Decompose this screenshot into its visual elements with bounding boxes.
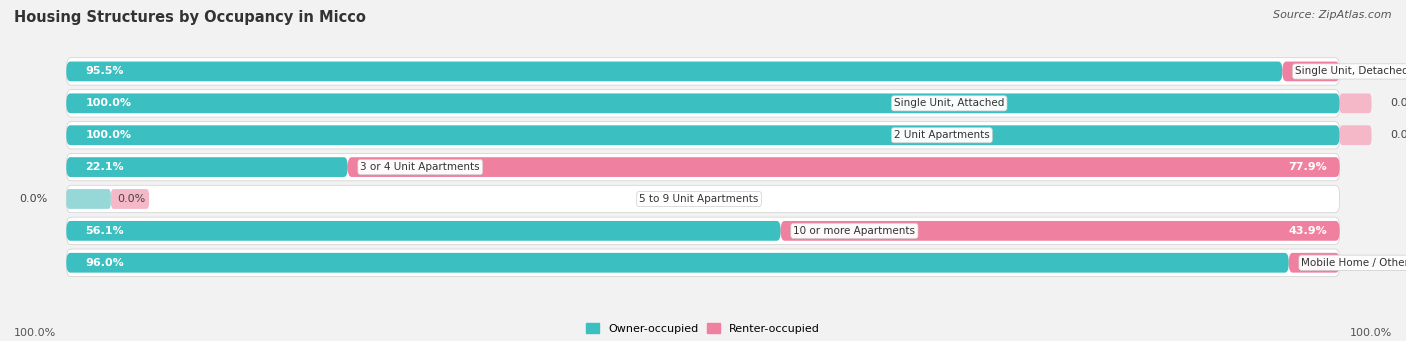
FancyBboxPatch shape xyxy=(66,61,1282,81)
FancyBboxPatch shape xyxy=(780,221,1340,241)
FancyBboxPatch shape xyxy=(1289,253,1340,273)
Text: Single Unit, Attached: Single Unit, Attached xyxy=(894,98,1004,108)
FancyBboxPatch shape xyxy=(66,157,347,177)
Text: 0.0%: 0.0% xyxy=(18,194,48,204)
Text: 22.1%: 22.1% xyxy=(86,162,124,172)
Text: Single Unit, Detached: Single Unit, Detached xyxy=(1295,66,1406,76)
Legend: Owner-occupied, Renter-occupied: Owner-occupied, Renter-occupied xyxy=(581,319,825,338)
Text: Source: ZipAtlas.com: Source: ZipAtlas.com xyxy=(1274,10,1392,20)
FancyBboxPatch shape xyxy=(66,121,1340,149)
Text: 95.5%: 95.5% xyxy=(86,66,124,76)
FancyBboxPatch shape xyxy=(66,189,111,209)
Text: 100.0%: 100.0% xyxy=(1350,328,1392,338)
FancyBboxPatch shape xyxy=(66,58,1340,85)
Text: Housing Structures by Occupancy in Micco: Housing Structures by Occupancy in Micco xyxy=(14,10,366,25)
Text: 56.1%: 56.1% xyxy=(86,226,124,236)
FancyBboxPatch shape xyxy=(66,249,1340,277)
FancyBboxPatch shape xyxy=(66,90,1340,117)
FancyBboxPatch shape xyxy=(1340,125,1371,145)
Text: 2 Unit Apartments: 2 Unit Apartments xyxy=(894,130,990,140)
Text: 0.0%: 0.0% xyxy=(117,194,145,204)
Text: 4.0%: 4.0% xyxy=(1353,258,1381,268)
FancyBboxPatch shape xyxy=(1340,93,1371,113)
FancyBboxPatch shape xyxy=(66,217,1340,244)
Text: 43.9%: 43.9% xyxy=(1288,226,1327,236)
Text: 96.0%: 96.0% xyxy=(86,258,124,268)
Text: 100.0%: 100.0% xyxy=(86,98,131,108)
FancyBboxPatch shape xyxy=(66,153,1340,181)
FancyBboxPatch shape xyxy=(66,185,1340,213)
FancyBboxPatch shape xyxy=(347,157,1340,177)
Text: 100.0%: 100.0% xyxy=(14,328,56,338)
FancyBboxPatch shape xyxy=(66,125,1340,145)
Text: 4.5%: 4.5% xyxy=(1353,66,1381,76)
Text: 3 or 4 Unit Apartments: 3 or 4 Unit Apartments xyxy=(360,162,479,172)
Text: 100.0%: 100.0% xyxy=(86,130,131,140)
Text: 77.9%: 77.9% xyxy=(1288,162,1327,172)
Text: 0.0%: 0.0% xyxy=(1391,130,1406,140)
FancyBboxPatch shape xyxy=(66,221,780,241)
Text: 10 or more Apartments: 10 or more Apartments xyxy=(793,226,915,236)
FancyBboxPatch shape xyxy=(1282,61,1340,81)
FancyBboxPatch shape xyxy=(111,189,149,209)
FancyBboxPatch shape xyxy=(66,253,1289,273)
FancyBboxPatch shape xyxy=(66,93,1340,113)
Text: 5 to 9 Unit Apartments: 5 to 9 Unit Apartments xyxy=(640,194,759,204)
Text: Mobile Home / Other: Mobile Home / Other xyxy=(1302,258,1406,268)
Text: 0.0%: 0.0% xyxy=(1391,98,1406,108)
